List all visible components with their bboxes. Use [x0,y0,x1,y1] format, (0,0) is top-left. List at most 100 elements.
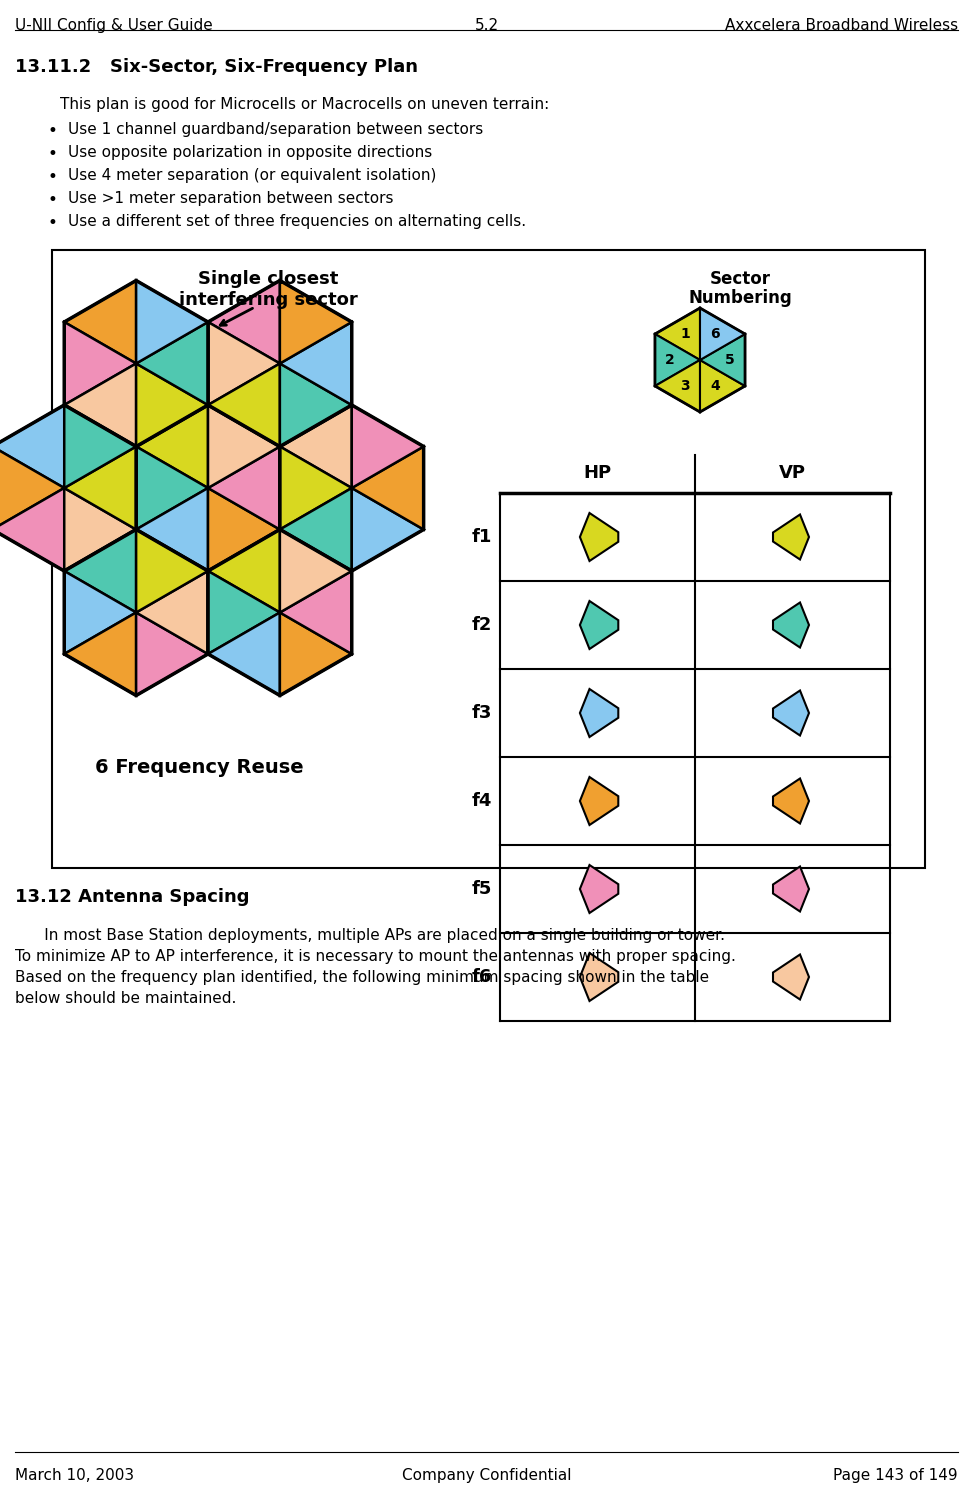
Polygon shape [64,322,136,405]
Polygon shape [64,363,136,446]
Polygon shape [773,515,809,560]
Polygon shape [136,488,208,570]
Text: f6: f6 [472,967,492,985]
Text: Use >1 meter separation between sectors: Use >1 meter separation between sectors [68,191,393,206]
Polygon shape [208,363,280,446]
Polygon shape [136,405,208,488]
Text: •: • [48,213,57,231]
Polygon shape [655,334,700,387]
Polygon shape [208,446,280,530]
Polygon shape [580,953,618,1000]
Text: Numbering: Numbering [688,290,792,308]
Polygon shape [136,322,208,405]
Polygon shape [136,570,208,654]
Polygon shape [700,334,745,387]
Polygon shape [352,488,423,570]
Polygon shape [280,530,352,612]
Text: Sector: Sector [709,270,771,288]
Polygon shape [580,864,618,914]
Text: f4: f4 [472,791,492,811]
Polygon shape [208,281,280,363]
Polygon shape [773,603,809,648]
Text: •: • [48,169,57,187]
Polygon shape [208,488,280,570]
Polygon shape [700,308,745,360]
Text: f1: f1 [472,529,492,546]
Polygon shape [280,405,352,488]
Text: Based on the frequency plan identified, the following minimum spacing shown in t: Based on the frequency plan identified, … [15,970,709,985]
Text: 13.12 Antenna Spacing: 13.12 Antenna Spacing [15,888,249,906]
Polygon shape [208,530,280,612]
Polygon shape [280,570,352,654]
Text: Use a different set of three frequencies on alternating cells.: Use a different set of three frequencies… [68,213,526,228]
Polygon shape [0,488,64,570]
Polygon shape [655,360,700,412]
Polygon shape [208,322,280,405]
Text: In most Base Station deployments, multiple APs are placed on a single building o: In most Base Station deployments, multip… [15,929,725,944]
Text: U-NII Config & User Guide: U-NII Config & User Guide [15,18,213,33]
Polygon shape [136,530,208,612]
Polygon shape [64,446,136,530]
Polygon shape [773,866,809,912]
Polygon shape [773,690,809,736]
Text: 6: 6 [710,327,720,340]
Text: 5.2: 5.2 [475,18,499,33]
Polygon shape [280,281,352,363]
Polygon shape [64,530,136,612]
Text: This plan is good for Microcells or Macrocells on uneven terrain:: This plan is good for Microcells or Macr… [60,97,549,112]
Polygon shape [352,446,423,530]
Polygon shape [280,446,352,530]
Text: Use 4 meter separation (or equivalent isolation): Use 4 meter separation (or equivalent is… [68,169,436,184]
Polygon shape [64,612,136,696]
Text: 13.11.2   Six-Sector, Six-Frequency Plan: 13.11.2 Six-Sector, Six-Frequency Plan [15,58,418,76]
Text: Single closest: Single closest [198,270,339,288]
Bar [52,249,925,867]
Text: 4: 4 [710,379,720,393]
Polygon shape [64,405,136,488]
Text: Use 1 channel guardband/separation between sectors: Use 1 channel guardband/separation betwe… [68,122,484,137]
Polygon shape [136,281,208,363]
Text: •: • [48,145,57,163]
Polygon shape [773,778,809,824]
Text: •: • [48,122,57,140]
Text: f5: f5 [472,879,492,897]
Text: To minimize AP to AP interference, it is necessary to mount the antennas with pr: To minimize AP to AP interference, it is… [15,950,736,964]
Polygon shape [136,363,208,446]
Polygon shape [0,446,64,530]
Text: 1: 1 [680,327,690,340]
Text: f2: f2 [472,617,492,635]
Polygon shape [64,488,136,570]
Text: Page 143 of 149: Page 143 of 149 [834,1468,958,1483]
Text: 6 Frequency Reuse: 6 Frequency Reuse [95,758,304,776]
Polygon shape [64,281,136,363]
Text: Axxcelera Broadband Wireless: Axxcelera Broadband Wireless [725,18,958,33]
Text: 3: 3 [680,379,690,393]
Polygon shape [580,514,618,561]
Polygon shape [0,405,64,488]
Polygon shape [280,488,352,570]
Text: interfering sector: interfering sector [179,291,357,309]
Polygon shape [352,405,423,488]
Polygon shape [136,446,208,530]
Text: 5: 5 [725,352,735,367]
Polygon shape [208,405,280,488]
Polygon shape [136,612,208,696]
Text: March 10, 2003: March 10, 2003 [15,1468,134,1483]
Polygon shape [208,570,280,654]
Text: Company Confidential: Company Confidential [402,1468,572,1483]
Polygon shape [280,322,352,405]
Text: 2: 2 [666,352,675,367]
Polygon shape [64,570,136,654]
Polygon shape [280,363,352,446]
Polygon shape [700,360,745,412]
Text: Use opposite polarization in opposite directions: Use opposite polarization in opposite di… [68,145,432,160]
Polygon shape [580,602,618,649]
Polygon shape [655,308,700,360]
Polygon shape [280,612,352,696]
Text: VP: VP [779,464,806,482]
Polygon shape [773,954,809,999]
Polygon shape [580,776,618,826]
Text: f3: f3 [472,705,492,723]
Polygon shape [208,612,280,696]
Text: •: • [48,191,57,209]
